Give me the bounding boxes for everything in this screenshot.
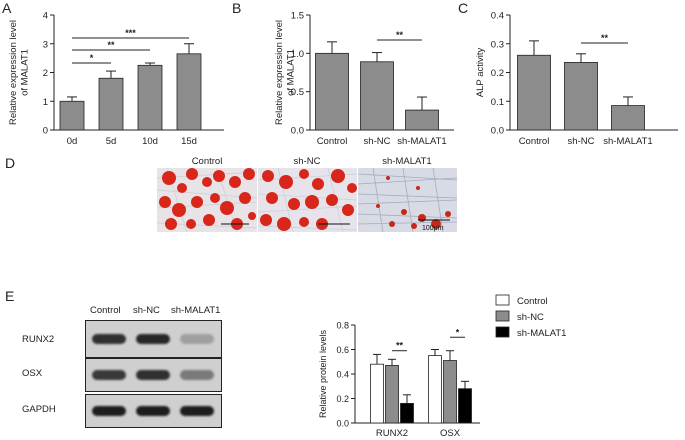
x-tick-label: sh-NC — [364, 136, 391, 147]
panel-letter-a: A — [2, 0, 12, 16]
blot-strip-gapdh — [85, 394, 222, 428]
blot-band — [92, 370, 126, 380]
significance-label: * — [456, 327, 460, 337]
bar — [517, 54, 551, 131]
blot-row-label-osx: OSX — [22, 368, 43, 379]
x-tick-label: 10d — [142, 136, 158, 147]
bar-control — [428, 355, 442, 424]
significance-label: *** — [125, 28, 136, 38]
y-axis-title: Relative expression levelof MALAT1 — [8, 20, 30, 125]
blot-col-label-sh-nc: sh-NC — [133, 305, 160, 316]
y-axis-title: Relative protein levels — [318, 329, 328, 418]
legend-swatch — [495, 294, 510, 306]
x-tick-label: sh-NC — [568, 136, 595, 147]
y-tick-label: 0.6 — [336, 345, 349, 355]
x-tick-label: OSX — [440, 428, 461, 439]
blot-strip-osx — [85, 358, 222, 392]
blot-col-label-control: Control — [90, 305, 121, 316]
bar — [360, 61, 394, 131]
y-tick-label: 0.4 — [491, 11, 504, 22]
y-tick-label: 0.2 — [336, 394, 349, 404]
x-tick-label: sh-MALAT1 — [603, 136, 652, 147]
staining-image-sh-malat1: 100μm — [358, 168, 457, 232]
blot-band — [180, 406, 214, 416]
blot-row-label-runx2: RUNX2 — [22, 334, 55, 345]
bar — [98, 77, 124, 131]
y-tick-label: 0.4 — [336, 370, 349, 380]
blot-row-label-gapdh: GAPDH — [22, 404, 56, 415]
panel-letter-c: C — [458, 0, 469, 16]
y-tick-label: 4 — [43, 11, 48, 22]
blot-band — [136, 406, 170, 416]
x-tick-label: 15d — [181, 136, 197, 147]
chart-a: 0 1 2 3 4 Relative expression levelof MALAT1 0… — [8, 11, 224, 147]
staining-label-control: Control — [191, 156, 223, 167]
blot-band — [92, 334, 126, 344]
x-tick-label: Control — [519, 136, 550, 147]
staining-label-sh-malat1: sh-MALAT1 — [382, 156, 432, 167]
y-tick-label: 0.0 — [491, 126, 504, 137]
bar — [405, 109, 439, 131]
blot-band — [136, 370, 170, 380]
significance-label: ** — [107, 40, 115, 50]
staining-label-sh-nc: sh-NC — [293, 156, 321, 167]
y-tick-label: 0 — [43, 126, 48, 137]
bar-sh-nc — [385, 365, 399, 424]
legend-label: sh-NC — [517, 312, 544, 323]
y-tick-label: 0.3 — [491, 39, 504, 50]
legend-label: sh-MALAT1 — [517, 328, 566, 339]
blot-strip-runx2 — [85, 320, 222, 358]
y-tick-label: 0.0 — [291, 126, 304, 137]
scale-bar-label: 100μm — [422, 225, 444, 232]
legend-label: Control — [517, 296, 548, 307]
staining-image-sh-nc — [258, 168, 357, 232]
panel-letter-d: D — [5, 155, 16, 171]
bar — [564, 62, 598, 131]
chart-e: 0.0 0.2 0.4 0.6 0.8 Relative protein levels RU… — [318, 294, 566, 439]
bar — [611, 105, 645, 131]
blot-band — [180, 334, 214, 344]
blot-band — [180, 370, 214, 380]
y-tick-label: 0.2 — [491, 68, 504, 79]
bar-sh-nc — [443, 360, 457, 424]
x-tick-label: RUNX2 — [376, 428, 408, 439]
y-tick-label: 0.8 — [336, 321, 349, 331]
blot-band — [92, 406, 126, 416]
y-tick-label: 3 — [43, 39, 48, 50]
legend-swatch — [495, 326, 510, 338]
bar — [315, 52, 349, 131]
bar-control — [370, 363, 384, 424]
blot-band — [136, 334, 170, 344]
y-axis-title: Relative expression levelof MALAT1 — [274, 20, 296, 125]
y-tick-label: 0.5 — [291, 87, 304, 98]
bar — [176, 53, 202, 131]
significance-label: ** — [396, 30, 404, 40]
y-tick-label: 0.0 — [336, 419, 349, 429]
x-tick-label: 0d — [67, 136, 78, 147]
x-tick-label: Control — [317, 136, 348, 147]
y-tick-label: 1 — [43, 97, 48, 108]
x-tick-label: 5d — [106, 136, 117, 147]
y-tick-label: 2 — [43, 68, 48, 79]
y-tick-label: 1.0 — [291, 49, 304, 60]
significance-label: ** — [601, 33, 609, 43]
blot-col-label-sh-malat1: sh-MALAT1 — [171, 305, 221, 316]
legend-swatch — [495, 310, 510, 322]
y-axis-title: ALP activity — [475, 48, 486, 98]
panel-letter-b: B — [232, 0, 242, 16]
chart-c: 0.0 0.1 0.2 0.3 0.4 ALP activity Control sh-NC s… — [475, 11, 678, 147]
significance-label: * — [90, 53, 94, 63]
bar-sh-malat1 — [400, 403, 414, 424]
panel-letter-e: E — [5, 288, 15, 304]
staining-image-control — [157, 168, 257, 232]
bar-sh-malat1 — [458, 388, 472, 424]
significance-label: ** — [396, 341, 404, 351]
bar — [137, 64, 163, 131]
y-tick-label: 1.5 — [291, 11, 304, 22]
x-tick-label: sh-MALAT1 — [397, 136, 446, 147]
bar — [59, 100, 85, 131]
y-tick-label: 0.1 — [491, 97, 504, 108]
